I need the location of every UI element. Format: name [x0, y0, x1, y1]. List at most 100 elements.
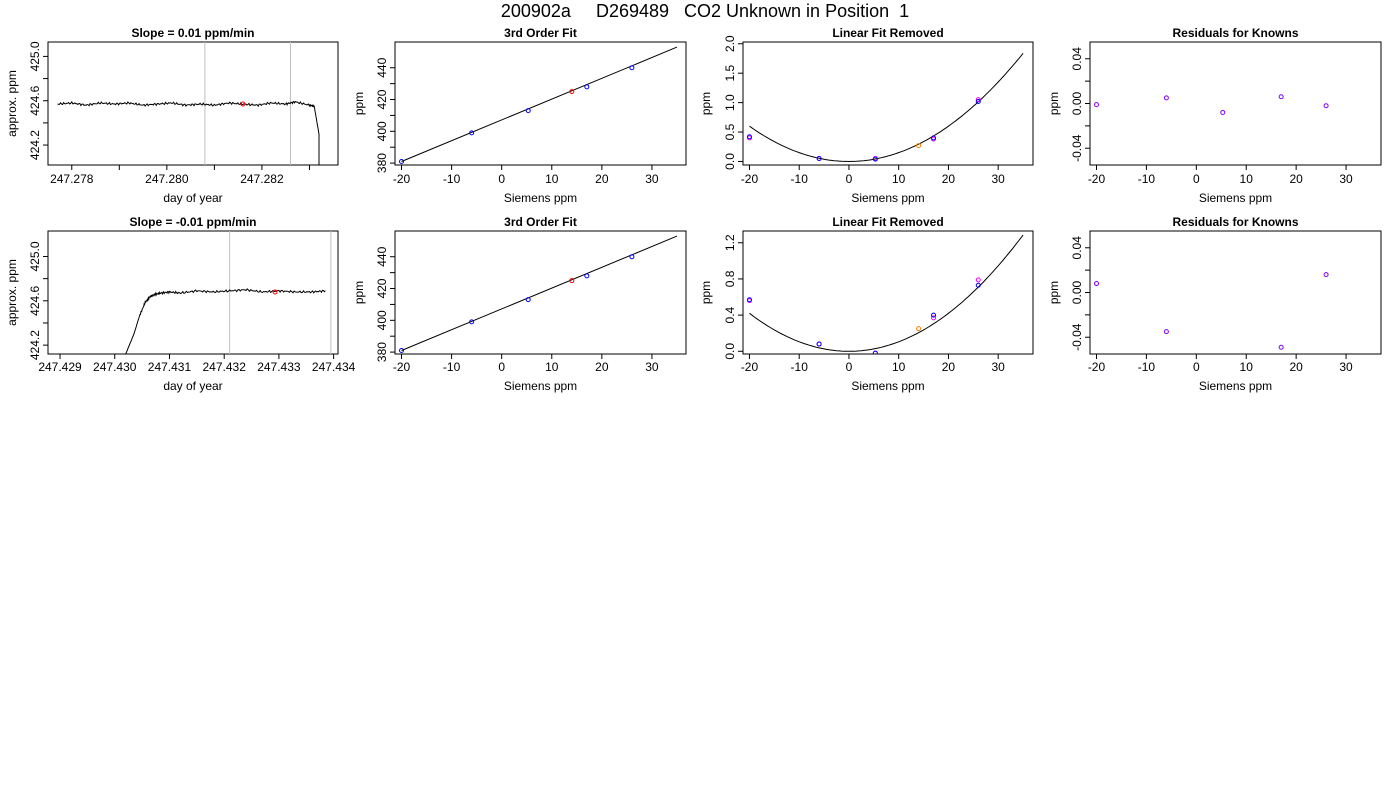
plot-frame: [1089, 230, 1382, 355]
y-tick-label: 2.0: [723, 35, 737, 52]
plot-area: [399, 46, 678, 165]
known-point: [399, 159, 405, 165]
x-tick-label: 30: [992, 360, 1006, 374]
residual-point: [1323, 272, 1329, 278]
fit-curve: [749, 52, 1024, 163]
chart-panel-3: Linear Fit Removed -20 -10 0 10 20 30 0.0 0.5 1.0…: [699, 26, 1034, 205]
x-tick-label: 0: [846, 172, 853, 186]
x-tick-label: 0: [1193, 360, 1200, 374]
x-tick-label: 10: [545, 360, 559, 374]
plot-area: [57, 42, 320, 165]
x-tick-label: 247.278: [50, 172, 94, 186]
x-tick-label: 20: [942, 360, 956, 374]
x-tick-label: 20: [595, 172, 609, 186]
y-tick-label: 1.0: [723, 94, 737, 111]
alt-known-point: [975, 97, 981, 103]
x-tick-label: 247.433: [257, 360, 301, 374]
x-tick-label: 247.430: [93, 360, 137, 374]
x-tick-label: 0: [846, 360, 853, 374]
y-axis-label: ppm: [1047, 92, 1061, 115]
chart-title: Residuals for Knowns: [1172, 26, 1298, 40]
residual-point: [1278, 344, 1284, 350]
x-axis-label: Siemens ppm: [504, 191, 577, 205]
page-title: 200902a D269489 CO2 Unknown in Position …: [500, 1, 910, 21]
known-point: [469, 130, 475, 136]
chart-title: 3rd Order Fit: [504, 215, 577, 229]
x-axis-label: Siemens ppm: [1199, 191, 1272, 205]
x-tick-label: -20: [393, 172, 411, 186]
x-tick-label: -20: [741, 360, 759, 374]
x-tick-label: 247.282: [240, 172, 284, 186]
y-tick-label: 440: [375, 57, 389, 77]
plot-area: [746, 234, 1024, 354]
y-tick-label: 0.00: [1070, 280, 1084, 304]
chart-title: Linear Fit Removed: [832, 26, 943, 40]
x-tick-label: -20: [1088, 360, 1106, 374]
residual-point: [1278, 94, 1284, 100]
unknown-point: [916, 326, 922, 332]
fit-line: [401, 235, 678, 351]
y-tick-label: 424.6: [28, 285, 42, 315]
chart-panel-2: 3rd Order Fit -20 -10 0 10 20 30 380 400 420 440 Si…: [352, 26, 687, 205]
y-axis-label: approx. ppm: [5, 70, 19, 137]
known-point: [584, 273, 590, 279]
known-point: [975, 282, 981, 288]
y-tick-label: 420: [375, 278, 389, 298]
x-tick-label: -10: [443, 360, 461, 374]
x-tick-label: 247.431: [148, 360, 192, 374]
x-axis-label: Siemens ppm: [851, 191, 924, 205]
known-point: [525, 108, 531, 114]
residual-point: [1093, 281, 1099, 287]
alt-known-point: [975, 277, 981, 283]
x-tick-label: 30: [1339, 360, 1353, 374]
x-tick-label: 10: [892, 360, 906, 374]
known-point: [584, 84, 590, 90]
x-axis-label: day of year: [163, 191, 222, 205]
y-tick-label: 425.0: [28, 41, 42, 71]
x-tick-label: 0: [1193, 172, 1200, 186]
residual-point: [1163, 95, 1169, 101]
x-tick-label: 10: [1240, 360, 1254, 374]
x-tick-label: 10: [1240, 172, 1254, 186]
x-tick-label: 0: [498, 172, 505, 186]
known-point: [931, 135, 937, 141]
chart-title: Linear Fit Removed: [832, 215, 943, 229]
chart-title: Slope = 0.01 ppm/min: [131, 26, 254, 40]
y-tick-label: 380: [375, 342, 389, 362]
chart-title: 3rd Order Fit: [504, 26, 577, 40]
known-point: [525, 297, 531, 303]
x-tick-label: -10: [1138, 360, 1156, 374]
alt-known-point: [931, 315, 937, 321]
y-tick-label: -0.04: [1070, 323, 1084, 351]
x-tick-label: -20: [1088, 172, 1106, 186]
y-tick-label: 424.6: [28, 85, 42, 115]
known-point: [816, 341, 822, 347]
plot-area: [1093, 94, 1329, 115]
y-tick-label: 0.5: [723, 123, 737, 140]
y-tick-label: 1.2: [723, 234, 737, 251]
chart-panel-1: Slope = 0.01 ppm/min 247.278 247.280 247.28…: [5, 26, 339, 205]
x-tick-label: 20: [1289, 360, 1303, 374]
chart-panel-5: Slope = -0.01 ppm/min 247.429 247.430 247.4…: [5, 215, 356, 393]
x-axis-label: Siemens ppm: [851, 379, 924, 393]
x-tick-label: 30: [645, 172, 659, 186]
x-tick-label: 30: [645, 360, 659, 374]
y-tick-label: 425.0: [28, 241, 42, 271]
plot-frame: [742, 230, 1034, 355]
x-tick-label: -10: [443, 172, 461, 186]
plot-frame: [742, 41, 1034, 166]
y-tick-label: 0.00: [1070, 91, 1084, 115]
y-axis-label: ppm: [1047, 281, 1061, 304]
y-tick-label: 400: [375, 121, 389, 141]
known-point: [872, 350, 878, 354]
x-tick-label: 30: [992, 172, 1006, 186]
x-tick-label: -10: [791, 360, 809, 374]
residual-point: [1093, 102, 1099, 108]
x-axis-label: day of year: [163, 379, 222, 393]
y-tick-label: 420: [375, 89, 389, 109]
chart-panel-4: Residuals for Knowns -20 -10 0 10 20 30 -0.04 0.…: [1047, 26, 1382, 205]
chart-title: Residuals for Knowns: [1172, 215, 1298, 229]
residual-point: [1220, 109, 1226, 115]
chart-title: Slope = -0.01 ppm/min: [129, 215, 256, 229]
